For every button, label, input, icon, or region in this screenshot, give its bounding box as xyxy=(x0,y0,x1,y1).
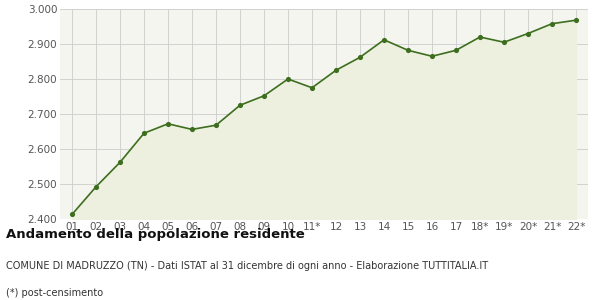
Point xyxy=(331,68,341,73)
Point xyxy=(235,103,245,108)
Point xyxy=(403,48,413,53)
Point xyxy=(163,122,173,126)
Text: (*) post-censimento: (*) post-censimento xyxy=(6,288,103,298)
Text: Andamento della popolazione residente: Andamento della popolazione residente xyxy=(6,228,305,241)
Point xyxy=(283,76,293,81)
Point xyxy=(139,131,149,136)
Point xyxy=(499,40,509,45)
Point xyxy=(427,54,437,58)
Point xyxy=(571,18,581,22)
Point xyxy=(355,55,365,60)
Text: COMUNE DI MADRUZZO (TN) - Dati ISTAT al 31 dicembre di ogni anno - Elaborazione : COMUNE DI MADRUZZO (TN) - Dati ISTAT al … xyxy=(6,261,488,271)
Point xyxy=(259,93,269,98)
Point xyxy=(187,127,197,132)
Point xyxy=(211,123,221,128)
Point xyxy=(379,38,389,42)
Point xyxy=(475,34,485,39)
Point xyxy=(67,212,77,217)
Point xyxy=(115,160,125,165)
Point xyxy=(523,31,533,36)
Point xyxy=(307,85,317,90)
Point xyxy=(451,48,461,53)
Point xyxy=(91,184,101,189)
Point xyxy=(547,21,557,26)
